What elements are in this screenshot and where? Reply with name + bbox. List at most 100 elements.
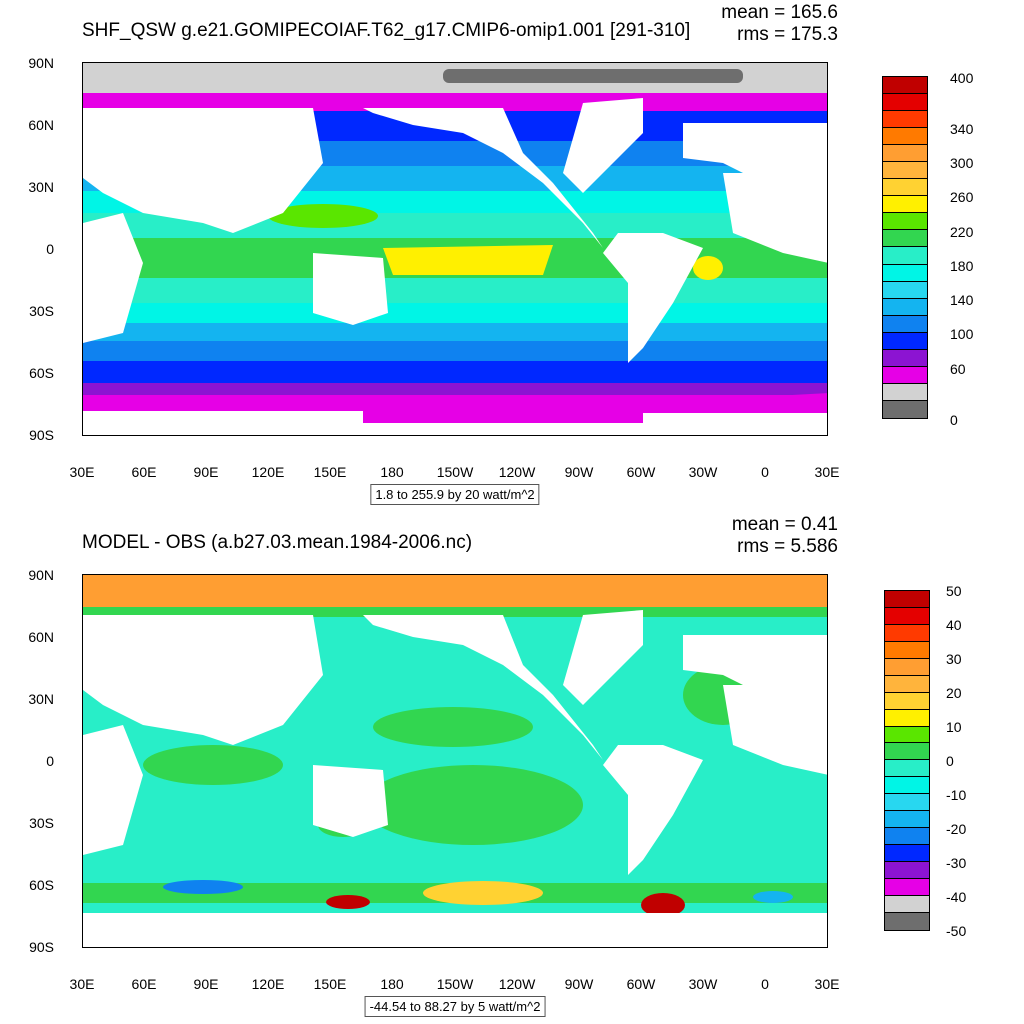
colorbar-label: 100 <box>950 326 974 342</box>
colorbar-swatch <box>883 264 927 282</box>
x-tick-label: 60E <box>131 464 157 480</box>
y-tick-label: 60N <box>28 629 54 645</box>
colorbar-label: 180 <box>950 258 974 274</box>
colorbar-label: 0 <box>950 412 958 428</box>
colorbar-swatch <box>883 111 927 129</box>
colorbar-swatch <box>885 624 929 642</box>
contour-range-label: 1.8 to 255.9 by 20 watt/m^2 <box>370 484 540 505</box>
colorbar-swatch <box>885 709 929 727</box>
colorbar-swatch <box>885 828 929 846</box>
x-tick-label: 180 <box>380 464 404 480</box>
colorbar-swatch <box>885 811 929 829</box>
map-field <box>83 63 827 435</box>
y-tick-label: 90S <box>29 939 54 955</box>
colorbar-swatch <box>883 349 927 367</box>
y-tick-label: 0 <box>46 753 54 769</box>
colorbar-label: -50 <box>946 923 967 939</box>
y-tick-label: 30S <box>29 303 54 319</box>
colorbar-label: 300 <box>950 155 974 171</box>
colorbar-label: 30 <box>946 651 962 667</box>
rms-label: rms = 5.586 <box>737 536 838 557</box>
x-tick-label: 90W <box>564 976 594 992</box>
x-tick-label: 150E <box>313 976 347 992</box>
x-tick-label: 120W <box>498 976 536 992</box>
x-tick-label: 30E <box>814 976 840 992</box>
x-tick-label: 30W <box>688 464 718 480</box>
colorbar-swatch <box>883 315 927 333</box>
colorbar-label: 40 <box>946 617 962 633</box>
x-tick-label: 60W <box>626 976 656 992</box>
colorbar-label: 220 <box>950 224 974 240</box>
colorbar-swatch <box>885 675 929 693</box>
x-tick-label: 150E <box>313 464 347 480</box>
x-tick-label: 30E <box>814 464 840 480</box>
colorbar-label: 0 <box>946 753 954 769</box>
colorbar-swatch <box>883 128 927 146</box>
colorbar-label: 60 <box>950 361 966 377</box>
colorbar-swatch <box>885 845 929 862</box>
panel-title: SHF_QSW g.e21.GOMIPECOIAF.T62_g17.CMIP6-… <box>82 20 691 41</box>
colorbar-swatch <box>883 247 927 265</box>
colorbar-swatch <box>883 332 927 350</box>
map-field <box>83 575 827 947</box>
colorbar-swatch <box>885 641 929 659</box>
colorbar-label: -30 <box>946 855 967 871</box>
x-tick-label: 150W <box>436 464 474 480</box>
colorbar <box>884 590 930 931</box>
x-tick-label: 180 <box>380 976 404 992</box>
colorbar-swatch <box>885 591 929 608</box>
x-tick-label: 120E <box>251 464 285 480</box>
x-tick-label: 30W <box>688 976 718 992</box>
colorbar <box>882 76 928 419</box>
colorbar-label: 20 <box>946 685 962 701</box>
colorbar-label: 50 <box>946 583 962 599</box>
x-tick-label: 120W <box>498 464 536 480</box>
x-tick-label: 0 <box>761 976 769 992</box>
x-tick-label: 0 <box>761 464 769 480</box>
y-tick-label: 60N <box>28 117 54 133</box>
colorbar-swatch <box>883 94 927 112</box>
y-tick-label: 90N <box>28 55 54 71</box>
colorbar-label: -10 <box>946 787 967 803</box>
x-tick-label: 120E <box>251 976 285 992</box>
colorbar-swatch <box>883 145 927 163</box>
y-tick-label: 90S <box>29 427 54 443</box>
colorbar-swatch <box>885 692 929 710</box>
y-tick-label: 90N <box>28 567 54 583</box>
colorbar-swatch <box>883 383 927 401</box>
x-tick-label: 90E <box>193 976 219 992</box>
colorbar-swatch <box>885 912 929 930</box>
x-tick-label: 150W <box>436 976 474 992</box>
colorbar-label: -40 <box>946 889 967 905</box>
colorbar-swatch <box>883 298 927 316</box>
mean-label: mean = 0.41 <box>731 514 838 535</box>
colorbar-swatch <box>883 77 927 95</box>
colorbar-swatch <box>885 777 929 795</box>
panel-title: MODEL - OBS (a.b27.03.mean.1984-2006.nc) <box>82 532 473 553</box>
colorbar-swatch <box>885 743 929 761</box>
x-tick-label: 60E <box>131 976 157 992</box>
rms-label: rms = 175.3 <box>737 24 838 45</box>
colorbar-swatch <box>883 196 927 214</box>
y-tick-label: 60S <box>29 877 54 893</box>
colorbar-swatch <box>883 366 927 384</box>
colorbar-swatch <box>885 658 929 676</box>
map-plot <box>82 574 828 948</box>
colorbar-label: 400 <box>950 70 974 86</box>
colorbar-swatch <box>885 760 929 778</box>
map-plot <box>82 62 828 436</box>
y-tick-label: 30N <box>28 691 54 707</box>
colorbar-label: 140 <box>950 292 974 308</box>
colorbar-swatch <box>883 213 927 231</box>
colorbar-label: 340 <box>950 121 974 137</box>
colorbar-swatch <box>885 607 929 625</box>
colorbar-swatch <box>883 230 927 248</box>
x-tick-label: 90E <box>193 464 219 480</box>
colorbar-swatch <box>885 794 929 812</box>
panel-shf-qsw: SHF_QSW g.e21.GOMIPECOIAF.T62_g17.CMIP6-… <box>28 2 974 505</box>
x-tick-label: 60W <box>626 464 656 480</box>
colorbar-swatch <box>885 726 929 744</box>
colorbar-swatch <box>883 162 927 180</box>
x-tick-label: 30E <box>69 976 95 992</box>
colorbar-label: -20 <box>946 821 967 837</box>
